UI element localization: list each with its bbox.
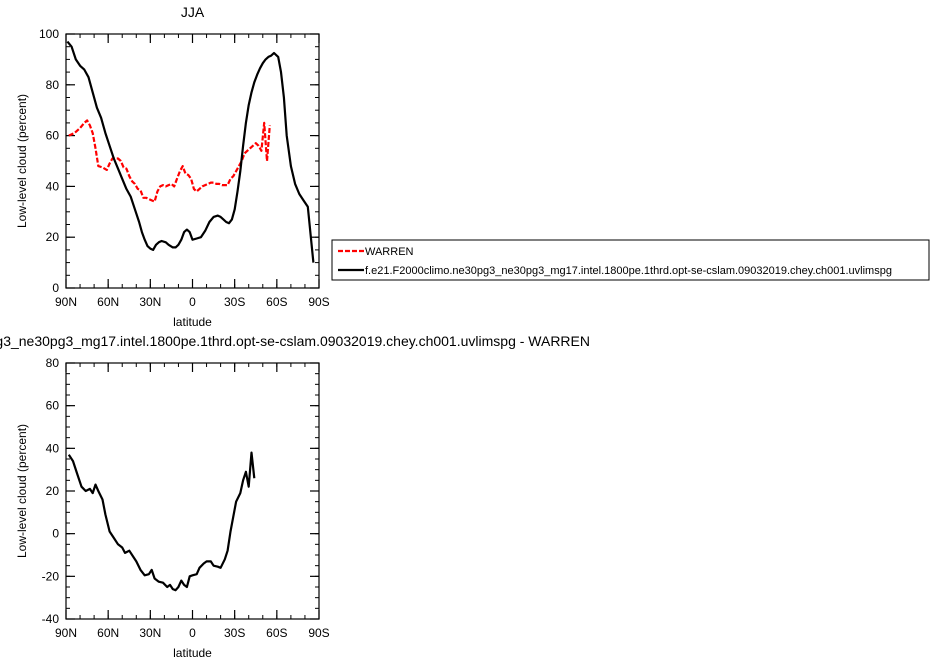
x-tick-label: 60N xyxy=(97,626,119,640)
y-tick-label: 40 xyxy=(46,441,60,455)
y-tick-label: 0 xyxy=(52,527,59,541)
y-tick-label: 0 xyxy=(52,281,59,295)
series-line-1 xyxy=(66,40,315,263)
x-tick-label: 90N xyxy=(55,626,77,640)
x-axis-label: latitude xyxy=(173,315,212,329)
chart-title: f.e21.F2000climo.ne30pg3_ne30pg3_mg17.in… xyxy=(0,333,590,349)
x-tick-label: 60S xyxy=(266,626,287,640)
legend-box xyxy=(331,239,930,281)
y-tick-label: -40 xyxy=(42,612,60,626)
y-tick-label: 20 xyxy=(46,484,60,498)
x-tick-label: 30N xyxy=(139,295,161,309)
series-line-0 xyxy=(67,451,256,592)
y-axis-label: Low-level cloud (percent) xyxy=(15,94,29,228)
x-tick-label: 0 xyxy=(189,626,196,640)
legend: WARREN f.e21.F2000climo.ne30pg3_ne30pg3_m… xyxy=(331,239,930,281)
x-tick-label: 30S xyxy=(224,626,245,640)
y-tick-label: 80 xyxy=(46,78,60,92)
chart-panel-bottom: 90N 60N 30N 0 30S 60S 90S -40 -20 0 20 40 60 80 f.e21.… xyxy=(0,333,590,660)
y-tick-label: 80 xyxy=(46,356,60,370)
x-tick-label: 90S xyxy=(308,295,329,309)
x-tick-label: 60S xyxy=(266,295,287,309)
y-tick-label: 60 xyxy=(46,399,60,413)
y-tick-label: -20 xyxy=(42,569,60,583)
series-line-0 xyxy=(68,119,271,203)
x-tick-label: 60N xyxy=(97,295,119,309)
plot-frame xyxy=(65,33,320,289)
y-tick-label: 60 xyxy=(46,129,60,143)
y-tick-label: 20 xyxy=(46,230,60,244)
x-tick-label: 30S xyxy=(224,295,245,309)
y-tick-label: 40 xyxy=(46,179,60,193)
x-tick-label: 30N xyxy=(139,626,161,640)
x-tick-label: 0 xyxy=(189,295,196,309)
plot-frame xyxy=(65,362,320,620)
x-axis-label: latitude xyxy=(173,646,212,660)
x-tick-label: 90N xyxy=(55,295,77,309)
legend-label: WARREN xyxy=(365,246,414,258)
y-axis-label: Low-level cloud (percent) xyxy=(15,424,29,558)
legend-label: f.e21.F2000climo.ne30pg3_ne30pg3_mg17.in… xyxy=(365,265,892,277)
x-tick-label: 90S xyxy=(308,626,329,640)
chart-panel-top: 90N 60N 30N 0 30S 60S 90S 0 20 40 60 80 100 JJA latitu… xyxy=(15,4,930,329)
y-tick-label: 100 xyxy=(39,27,59,41)
chart-title: JJA xyxy=(181,4,205,20)
